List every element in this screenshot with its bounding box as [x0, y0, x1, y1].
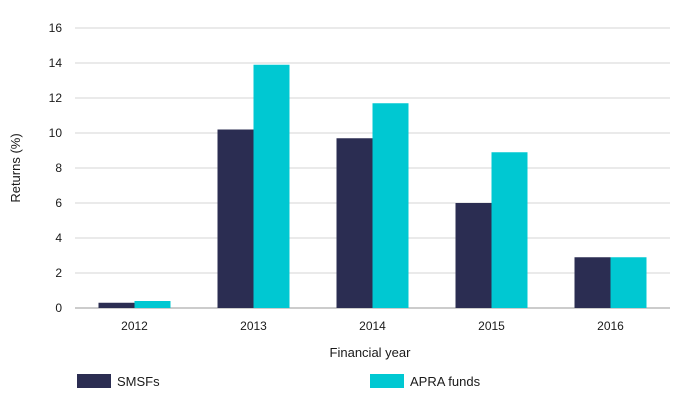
bar-apra-funds-2015 — [491, 152, 528, 308]
bar-smsfs-2014 — [336, 138, 373, 308]
bar-smsfs-2016 — [574, 257, 611, 308]
bar-apra-funds-2014 — [372, 103, 409, 308]
legend-label-apra-funds: APRA funds — [410, 374, 481, 389]
y-tick-label: 14 — [49, 56, 63, 70]
legend: SMSFs APRA funds — [77, 374, 481, 389]
y-tick-label: 12 — [49, 91, 63, 105]
x-axis-title: Financial year — [330, 345, 412, 360]
legend-swatch-smsfs — [77, 374, 111, 388]
legend-swatch-apra-funds — [370, 374, 404, 388]
y-tick-labels: 0 2 4 6 8 10 12 14 16 — [49, 21, 63, 315]
legend-label-smsfs: SMSFs — [117, 374, 160, 389]
bar-apra-funds-2013 — [253, 64, 290, 308]
y-tick-label: 16 — [49, 21, 63, 35]
bar-apra-funds-2016 — [610, 257, 647, 308]
y-tick-label: 6 — [55, 196, 62, 210]
y-tick-label: 0 — [55, 301, 62, 315]
bar-smsfs-2013 — [217, 129, 254, 308]
bar-smsfs-2012 — [98, 302, 135, 308]
bar-apra-funds-2012 — [134, 301, 171, 308]
y-tick-label: 2 — [55, 266, 62, 280]
y-tick-label: 4 — [55, 231, 62, 245]
x-tick-label: 2016 — [597, 319, 624, 333]
bars — [98, 64, 647, 308]
x-tick-labels: 2012 2013 2014 2015 2016 — [121, 319, 624, 333]
y-axis-title: Returns (%) — [8, 133, 23, 202]
x-tick-label: 2015 — [478, 319, 505, 333]
x-tick-label: 2013 — [240, 319, 267, 333]
x-tick-label: 2012 — [121, 319, 148, 333]
bar-smsfs-2015 — [455, 203, 492, 308]
y-tick-label: 10 — [49, 126, 63, 140]
x-tick-label: 2014 — [359, 319, 386, 333]
y-tick-label: 8 — [55, 161, 62, 175]
